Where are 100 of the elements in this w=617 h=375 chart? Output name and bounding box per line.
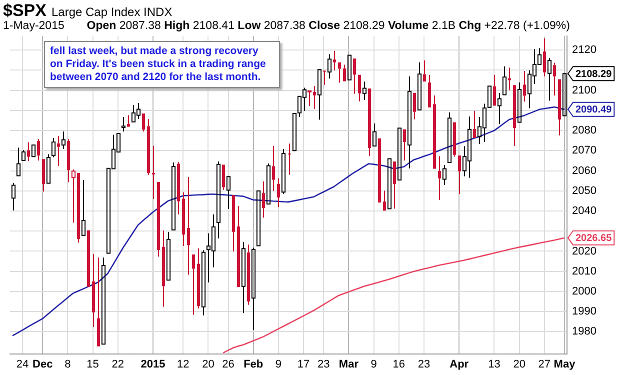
candlestick: [201, 250, 206, 316]
candlestick: [36, 138, 40, 162]
candlestick: [226, 176, 231, 210]
candlestick: [276, 178, 280, 208]
candlestick: [327, 54, 332, 79]
x-tick-label: 2015: [140, 358, 166, 370]
y-tick-label: 2020: [572, 245, 596, 258]
x-tick-label: 16: [392, 358, 406, 370]
candlestick: [192, 254, 196, 316]
candlestick: [166, 231, 171, 281]
chart-subtitle: Large Cap Index INDX: [51, 5, 172, 19]
candlestick: [428, 74, 432, 108]
candlestick: [378, 138, 382, 203]
candlestick: [317, 69, 322, 120]
x-tick-label: 20: [513, 358, 526, 370]
y-tick-label: 1980: [572, 326, 596, 338]
candlestick: [232, 195, 236, 252]
candlestick: [472, 110, 476, 138]
candlestick: [26, 142, 30, 162]
candlestick: [432, 95, 436, 169]
candlestick: [522, 70, 526, 102]
candlestick: [241, 241, 246, 314]
candlestick: [558, 79, 562, 136]
candlestick: [407, 76, 412, 169]
text: 2108.29: [576, 68, 612, 80]
x-tick-label: 24: [16, 358, 29, 370]
y-tick-label: 2010: [572, 265, 596, 278]
candlestick: [182, 192, 186, 246]
candlestick: [96, 256, 100, 346]
candlestick: [542, 38, 546, 77]
candlestick: [101, 257, 106, 345]
candlestick: [547, 58, 552, 102]
candlestick: [397, 128, 402, 181]
x-tick-label: 23: [318, 358, 330, 370]
x-tick-label: 8: [64, 358, 71, 370]
chart-title: $SPX: [3, 1, 46, 20]
candlestick: [262, 180, 266, 218]
candlestick: [176, 161, 180, 215]
candlestick: [42, 159, 46, 192]
candlestick: [332, 50, 336, 71]
y-tick-label: 2080: [572, 124, 596, 137]
candlestick: [186, 176, 190, 276]
candlestick: [512, 85, 516, 146]
candlestick: [307, 90, 312, 106]
candlestick: [382, 190, 386, 211]
candlestick: [338, 62, 342, 84]
candlestick: [497, 92, 502, 125]
y-tick-label: 2050: [572, 184, 596, 197]
candlestick: [11, 182, 16, 211]
candlestick: [358, 74, 362, 102]
candlestick: [196, 248, 200, 310]
candlestick: [492, 74, 496, 106]
y-tick-label: 2040: [572, 205, 596, 218]
candlestick: [417, 62, 422, 110]
x-tick-label: 22: [112, 358, 124, 370]
candlestick: [61, 131, 66, 150]
x-tick-label: 20: [202, 358, 214, 370]
candlestick: [156, 182, 160, 258]
candlestick: [387, 158, 392, 210]
y-tick-label: 2120: [572, 44, 596, 56]
x-tick-label: Feb: [244, 358, 264, 370]
candlestick: [222, 164, 226, 190]
candlestick: [66, 138, 70, 183]
x-tick-label: 9: [275, 358, 282, 370]
candlestick: [502, 66, 507, 96]
candlestick: [272, 145, 276, 192]
candlestick: [246, 244, 250, 306]
x-tick-label: 17: [297, 358, 310, 370]
candlestick: [216, 161, 221, 239]
candlestick: [392, 162, 396, 210]
candlestick: [92, 253, 96, 328]
candlestick: [256, 190, 261, 246]
candlestick: [56, 135, 60, 167]
text: 1-May-2015 Open 2087.38 High 2108.41 Low 2087.38 Close 2108.29 Volume 2.1B Chg +22.78 (+1.09%): [3, 20, 570, 32]
candlestick: [372, 122, 377, 147]
candlestick: [362, 81, 367, 100]
candlestick: [412, 92, 416, 120]
x-tick-label: 13: [488, 358, 500, 370]
y-tick-label: 2100: [572, 84, 596, 96]
x-tick-label: Apr: [450, 358, 470, 370]
candlestick: [347, 54, 352, 80]
candlestick: [508, 67, 512, 91]
x-tick-label: 23: [418, 358, 430, 370]
x-tick-label: 15: [86, 358, 99, 370]
x-tick-label: 9: [370, 358, 377, 370]
candlestick: [142, 113, 146, 132]
candlestick: [152, 145, 156, 200]
candlestick: [21, 150, 26, 162]
candlestick: [162, 230, 166, 308]
candlestick: [16, 147, 21, 176]
candlestick: [146, 118, 150, 176]
candlestick: [121, 116, 126, 132]
data-label: 2090.49: [576, 104, 612, 116]
candlestick: [438, 156, 442, 200]
candlestick: [368, 88, 372, 157]
data-label: 2026.65: [576, 233, 612, 244]
candlestick: [442, 164, 447, 186]
candlestick: [402, 129, 406, 162]
x-tick-label: Mar: [338, 358, 360, 370]
candlestick: [517, 82, 522, 123]
